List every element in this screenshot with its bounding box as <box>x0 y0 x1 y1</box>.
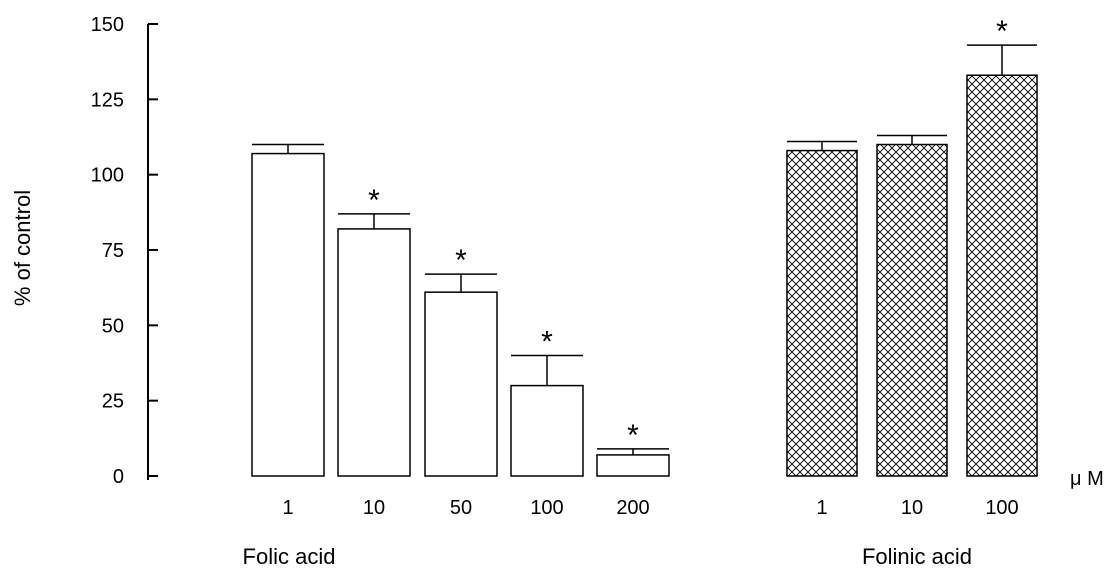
significance-marker: * <box>368 184 380 217</box>
x-tick-label: 100 <box>530 497 563 519</box>
bar <box>966 74 1038 477</box>
bar <box>876 143 948 477</box>
x-tick-label: 200 <box>616 497 649 519</box>
unit-label: μ M <box>1070 468 1104 490</box>
bar <box>337 228 411 477</box>
bar <box>510 384 584 477</box>
significance-marker: * <box>455 244 467 277</box>
x-tick-label: 10 <box>901 497 923 519</box>
y-tick-label: 100 <box>91 165 124 187</box>
y-tick-label: 75 <box>102 240 124 262</box>
y-axis-title: % of control <box>10 190 35 306</box>
group-label: Folinic acid <box>862 544 972 569</box>
significance-marker: * <box>996 15 1008 48</box>
y-tick-label: 25 <box>102 391 124 413</box>
significance-marker: * <box>627 419 639 452</box>
bar <box>786 149 858 477</box>
bar <box>424 291 498 477</box>
x-tick-label: 1 <box>282 497 293 519</box>
x-tick-label: 50 <box>450 497 472 519</box>
x-tick-label: 100 <box>985 497 1018 519</box>
y-tick-label: 50 <box>102 315 124 337</box>
y-tick-label: 150 <box>91 14 124 36</box>
bar <box>251 152 325 477</box>
x-tick-label: 10 <box>363 497 385 519</box>
significance-marker: * <box>541 325 553 358</box>
group-label: Folic acid <box>243 544 336 569</box>
x-tick-label: 1 <box>816 497 827 519</box>
bar <box>596 454 670 477</box>
y-tick-label: 125 <box>91 89 124 111</box>
y-tick-label: 0 <box>113 466 124 488</box>
